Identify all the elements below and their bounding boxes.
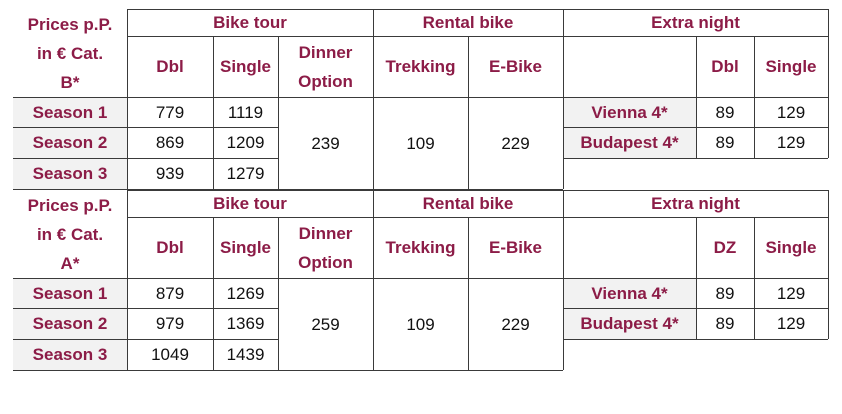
grid-line [753,217,755,339]
row-shading [563,97,696,158]
group-header-extra-night: Extra night [651,13,740,32]
grid-line [372,190,374,370]
col-header-single: Single [219,57,271,76]
grid-line [13,277,828,279]
night-single-price: 129 [776,314,806,333]
night-dbl-price: 89 [715,133,735,152]
grid-line [13,369,563,371]
grid-line [372,9,374,189]
trekking-price: 109 [406,314,435,334]
grid-line [13,157,278,159]
night-city-label: Budapest 4* [580,133,679,152]
night-single-price: 129 [776,133,806,152]
grid-line [212,36,214,189]
col-header-trekking: Trekking [385,57,456,76]
col-header-single: Single [219,238,271,257]
grid-line [827,190,829,339]
grid-line [562,9,564,189]
grid-line [13,126,278,128]
grid-line [127,8,828,10]
grid-line [827,9,829,158]
season-dbl-price: 869 [155,133,185,152]
season-label: Season 2 [32,133,108,152]
group-header-bike-tour: Bike tour [213,194,287,213]
grid-line [753,36,755,158]
grid-line [13,96,828,98]
season-dbl-price: 879 [155,283,185,303]
grid-line [127,35,828,37]
grid-line [563,338,828,340]
grid-line [695,36,697,158]
night-city-label: Vienna 4* [591,283,668,303]
col-header-night-single: Single [765,238,817,257]
price-tables: Bike tour Rental bike Extra night Prices p.… [13,8,829,401]
col-header-dinner: Dinner Option [298,42,353,91]
grid-line [467,217,469,370]
grid-line [562,190,564,370]
night-dbl-price: 89 [715,283,735,303]
grid-line [13,188,563,190]
price-category-label: Prices p.P. in € Cat. A* [27,195,113,273]
grid-line [126,9,128,189]
night-dbl-price: 89 [715,102,735,122]
season-single-price: 1269 [226,283,265,303]
group-header-extra-night: Extra night [651,194,740,213]
col-header-dbl: Dbl [156,57,184,76]
col-header-night-dbl: DZ [713,238,737,257]
row-shading [13,97,127,189]
season-single-price: 1439 [226,345,265,364]
season-label: Season 3 [32,164,108,183]
dinner-price: 259 [311,314,340,334]
price-category-label: Prices p.P. in € Cat. B* [27,14,113,92]
grid-line [277,217,279,370]
grid-line [13,307,278,309]
grid-line [127,216,828,218]
season-single-price: 1209 [226,133,265,152]
season-label: Season 1 [32,283,108,303]
ebike-price: 229 [501,314,530,334]
season-single-price: 1279 [226,164,265,183]
trekking-price: 109 [406,133,435,153]
col-header-night-dbl: Dbl [711,57,739,76]
grid-line [212,217,214,370]
season-dbl-price: 1049 [151,345,189,364]
grid-line [277,36,279,189]
night-city-label: Vienna 4* [591,102,668,122]
dinner-price: 239 [311,133,340,153]
season-dbl-price: 939 [155,164,185,183]
ebike-price: 229 [501,133,530,153]
night-single-price: 129 [776,102,806,122]
group-header-rental-bike: Rental bike [422,194,514,213]
season-single-price: 1119 [227,102,264,122]
grid-line [467,36,469,189]
season-label: Season 2 [32,314,108,333]
row-shading [13,278,127,370]
season-dbl-price: 979 [155,314,185,333]
grid-line [695,217,697,339]
night-dbl-price: 89 [715,314,735,333]
grid-line [126,190,128,370]
night-city-label: Budapest 4* [580,314,679,333]
night-single-price: 129 [776,283,806,303]
grid-line [563,157,828,159]
season-dbl-price: 779 [155,102,185,122]
col-header-dbl: Dbl [156,238,184,257]
col-header-trekking: Trekking [385,238,456,257]
grid-line [13,338,278,340]
col-header-ebike: E-Bike [489,57,542,76]
season-label: Season 1 [32,102,108,122]
group-header-rental-bike: Rental bike [422,13,514,32]
season-label: Season 3 [32,345,108,364]
season-single-price: 1369 [226,314,265,333]
grid-line [127,189,828,191]
group-header-bike-tour: Bike tour [213,13,287,32]
row-shading [563,278,696,339]
col-header-dinner: Dinner Option [298,223,353,272]
col-header-ebike: E-Bike [489,238,542,257]
col-header-night-single: Single [765,57,817,76]
